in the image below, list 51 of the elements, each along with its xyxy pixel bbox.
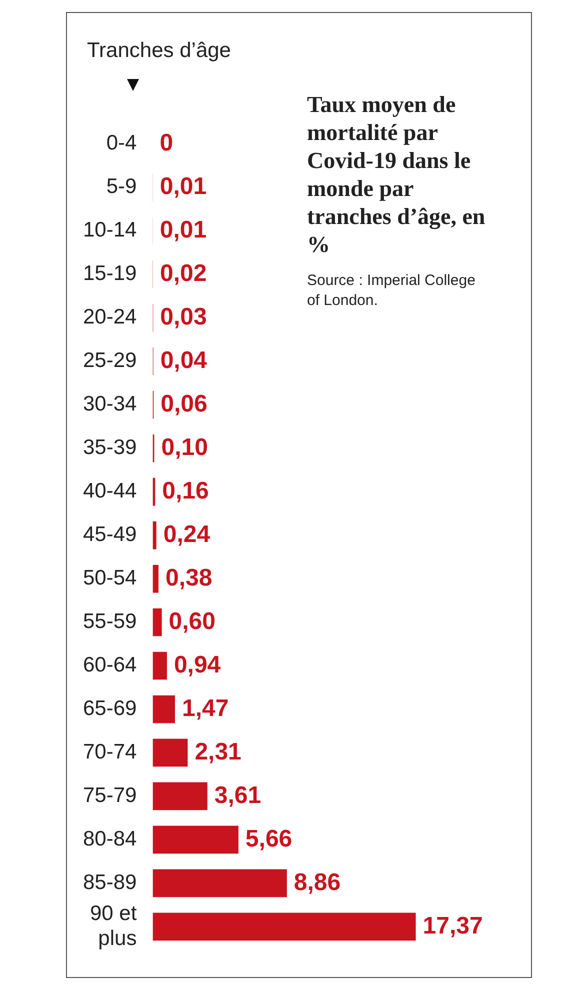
y-tick-label: 30-34 [82, 392, 138, 416]
data-label: 0 [160, 130, 174, 157]
data-label: 17,37 [422, 912, 483, 940]
bar [152, 869, 287, 898]
y-tick-label: 20-24 [82, 306, 138, 329]
data-label: 0,03 [160, 304, 207, 331]
y-tick-label: 25-29 [82, 349, 137, 372]
data-label: 0,06 [160, 390, 208, 418]
bar [152, 608, 162, 636]
bar [152, 652, 167, 680]
data-label: 0,60 [168, 608, 216, 635]
y-tick-label: 65-69 [82, 697, 137, 720]
bar [152, 826, 238, 854]
bar [152, 912, 416, 941]
data-label: 1,47 [182, 694, 229, 722]
data-label: 0,02 [160, 260, 207, 288]
y-tick-label: 85-89 [82, 870, 137, 894]
bar [152, 564, 158, 593]
bar [152, 521, 156, 550]
data-label: 5,66 [245, 825, 292, 852]
y-tick-label: 0-4 [106, 132, 138, 155]
data-label: 0,38 [165, 564, 212, 592]
data-label: 0,01 [160, 173, 207, 200]
y-tick-label: 90 et plus [90, 902, 137, 950]
data-label: 0,10 [161, 434, 208, 461]
data-label: 8,86 [294, 868, 341, 896]
y-tick-label: 50-54 [82, 566, 138, 590]
bar [152, 695, 175, 724]
data-label: 0,04 [160, 346, 208, 374]
y-tick-label: 40-44 [82, 480, 138, 503]
y-tick-label: 10-14 [82, 218, 138, 242]
bar [152, 782, 208, 810]
y-tick-label: 75-79 [82, 784, 137, 807]
data-label: 0,24 [163, 520, 211, 548]
y-tick-label: 60-64 [82, 654, 138, 677]
y-tick-label: 15-19 [82, 262, 137, 286]
y-tick-label: 55-59 [82, 610, 137, 634]
data-label: 0,94 [174, 651, 222, 678]
y-axis-title: Tranches d’âge [87, 39, 231, 63]
y-tick-label: 45-49 [82, 523, 137, 546]
data-label: 3,61 [214, 782, 262, 809]
annotation: Source : Imperial College of London. [307, 271, 476, 311]
y-tick-label: 5-9 [106, 175, 137, 198]
data-label: 0,01 [160, 216, 207, 244]
y-tick-label: 70-74 [82, 740, 138, 764]
text: Taux moyen de mortalité par Covid-19 dans le monde par tranches d’âge, en % [307, 91, 486, 259]
y-tick-label: 80-84 [82, 827, 138, 850]
data-label: 0,16 [162, 477, 209, 504]
bar [152, 738, 188, 767]
y-tick-label: 35-39 [82, 436, 137, 460]
data-label: 2,31 [194, 738, 242, 766]
